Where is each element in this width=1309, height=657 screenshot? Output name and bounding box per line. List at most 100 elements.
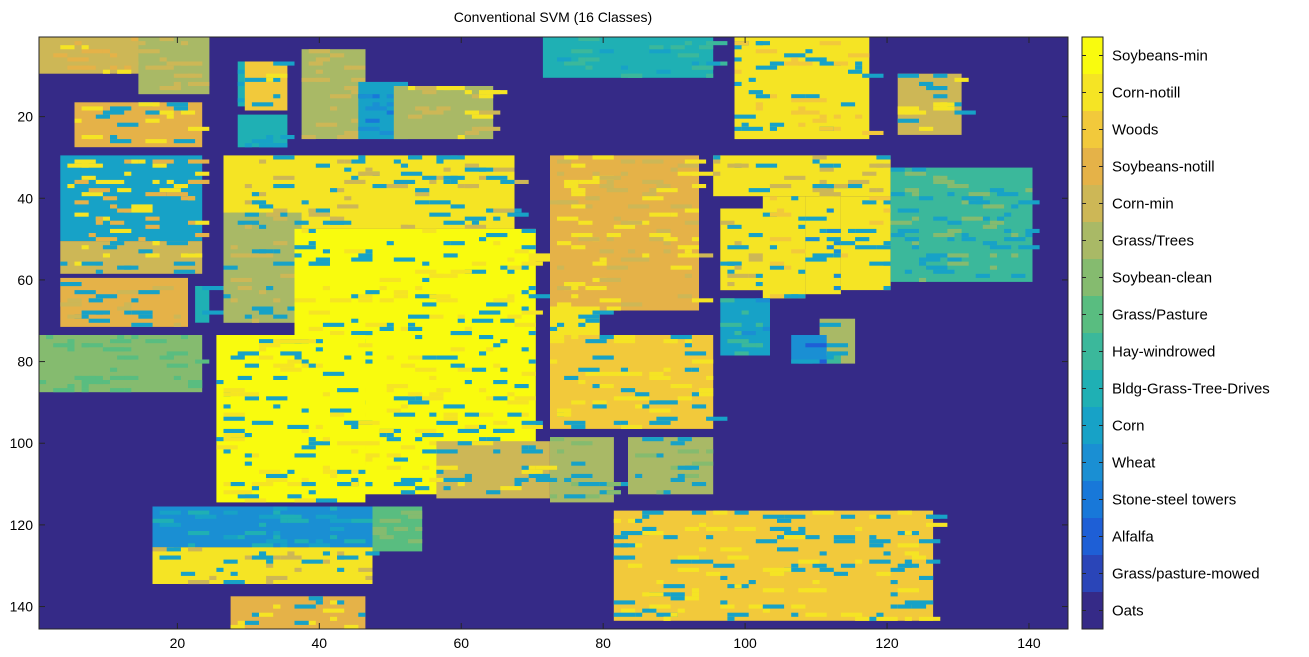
misclassified-cell [642, 159, 664, 164]
misclassified-cell [670, 384, 692, 389]
misclassified-cell [273, 208, 288, 213]
misclassified-cell [337, 388, 359, 393]
misclassified-cell [585, 57, 600, 62]
misclassified-cell [613, 224, 636, 229]
misclassified-cell [443, 412, 458, 417]
misclassified-cell [386, 437, 401, 442]
misclassified-cell [436, 477, 444, 482]
colorbar-label: Grass/Pasture [1112, 307, 1208, 324]
misclassified-cell [557, 412, 572, 417]
misclassified-cell [124, 375, 139, 380]
misclassified-cell [273, 249, 281, 254]
misclassified-cell [237, 286, 252, 291]
misclassified-cell [684, 351, 707, 356]
misclassified-cell [415, 526, 423, 531]
misclassified-cell [223, 433, 245, 438]
misclassified-cell [833, 535, 856, 540]
misclassified-cell [152, 547, 174, 552]
misclassified-cell [74, 200, 89, 205]
misclassified-cell [805, 57, 827, 62]
misclassified-cell [266, 477, 288, 482]
misclassified-cell [145, 102, 160, 107]
misclassified-cell [436, 298, 458, 303]
chart-title: Conventional SVM (16 Classes) [454, 9, 652, 25]
misclassified-cell [471, 261, 487, 266]
misclassified-cell [805, 98, 827, 103]
misclassified-cell [869, 616, 877, 621]
misclassified-cell [351, 331, 373, 336]
misclassified-cell [124, 302, 132, 307]
misclassified-cell [521, 445, 529, 450]
misclassified-cell [989, 220, 1005, 225]
misclassified-cell [124, 65, 132, 70]
misclassified-cell [400, 171, 423, 176]
misclassified-cell [620, 424, 643, 429]
misclassified-cell [330, 535, 338, 540]
colorbar-segment [1082, 481, 1103, 519]
misclassified-cell [620, 159, 636, 164]
misclassified-cell [691, 65, 714, 70]
y-tick-label: 60 [17, 272, 33, 288]
misclassified-cell [812, 563, 827, 568]
misclassified-cell [95, 114, 110, 119]
misclassified-cell [408, 114, 423, 119]
misclassified-cell [67, 298, 82, 303]
misclassified-cell [550, 437, 565, 442]
misclassified-cell [322, 465, 330, 470]
misclassified-cell [805, 216, 827, 221]
misclassified-cell [88, 298, 103, 303]
misclassified-cell [443, 86, 465, 91]
misclassified-cell [777, 547, 799, 552]
misclassified-cell [571, 245, 586, 250]
misclassified-cell [330, 506, 338, 511]
misclassified-cell [110, 228, 132, 233]
misclassified-cell [443, 404, 465, 409]
misclassified-cell [748, 580, 756, 585]
misclassified-cell [266, 473, 288, 478]
misclassified-cell [677, 245, 699, 250]
misclassified-cell [571, 441, 593, 446]
misclassified-cell [464, 412, 479, 417]
misclassified-cell [628, 73, 643, 78]
misclassified-cell [60, 45, 75, 50]
misclassified-cell [479, 310, 501, 315]
misclassified-cell [741, 331, 756, 336]
misclassified-cell [152, 241, 160, 246]
misclassified-cell [642, 514, 650, 519]
misclassified-cell [379, 428, 394, 433]
misclassified-cell [408, 322, 416, 327]
misclassified-cell [351, 257, 373, 262]
misclassified-cell [855, 616, 870, 621]
misclassified-cell [131, 335, 139, 340]
misclassified-cell [819, 114, 827, 119]
misclassified-cell [322, 559, 330, 564]
misclassified-cell [769, 261, 785, 266]
misclassified-cell [848, 228, 856, 233]
misclassified-cell [145, 65, 167, 70]
misclassified-cell [117, 188, 132, 193]
misclassified-cell [251, 543, 274, 548]
misclassified-cell [493, 428, 515, 433]
misclassified-cell [443, 167, 451, 172]
misclassified-cell [81, 175, 96, 180]
colorbar-label: Soybean-clean [1112, 270, 1212, 287]
misclassified-cell [422, 355, 437, 360]
misclassified-cell [961, 196, 983, 201]
misclassified-cell [699, 45, 714, 50]
misclassified-cell [429, 392, 444, 397]
misclassified-cell [642, 608, 657, 613]
misclassified-cell [415, 200, 430, 205]
misclassified-cell [727, 261, 735, 266]
misclassified-cell [769, 265, 785, 270]
misclassified-cell [237, 375, 252, 380]
misclassified-cell [173, 86, 181, 91]
misclassified-cell [308, 363, 316, 368]
misclassified-cell [784, 61, 806, 66]
misclassified-cell [933, 94, 948, 99]
misclassified-cell [720, 604, 735, 609]
misclassified-cell [919, 81, 934, 86]
misclassified-cell [628, 396, 650, 401]
colorbar-label: Soybeans-notill [1112, 159, 1215, 176]
colorbar-label: Woods [1112, 122, 1158, 139]
